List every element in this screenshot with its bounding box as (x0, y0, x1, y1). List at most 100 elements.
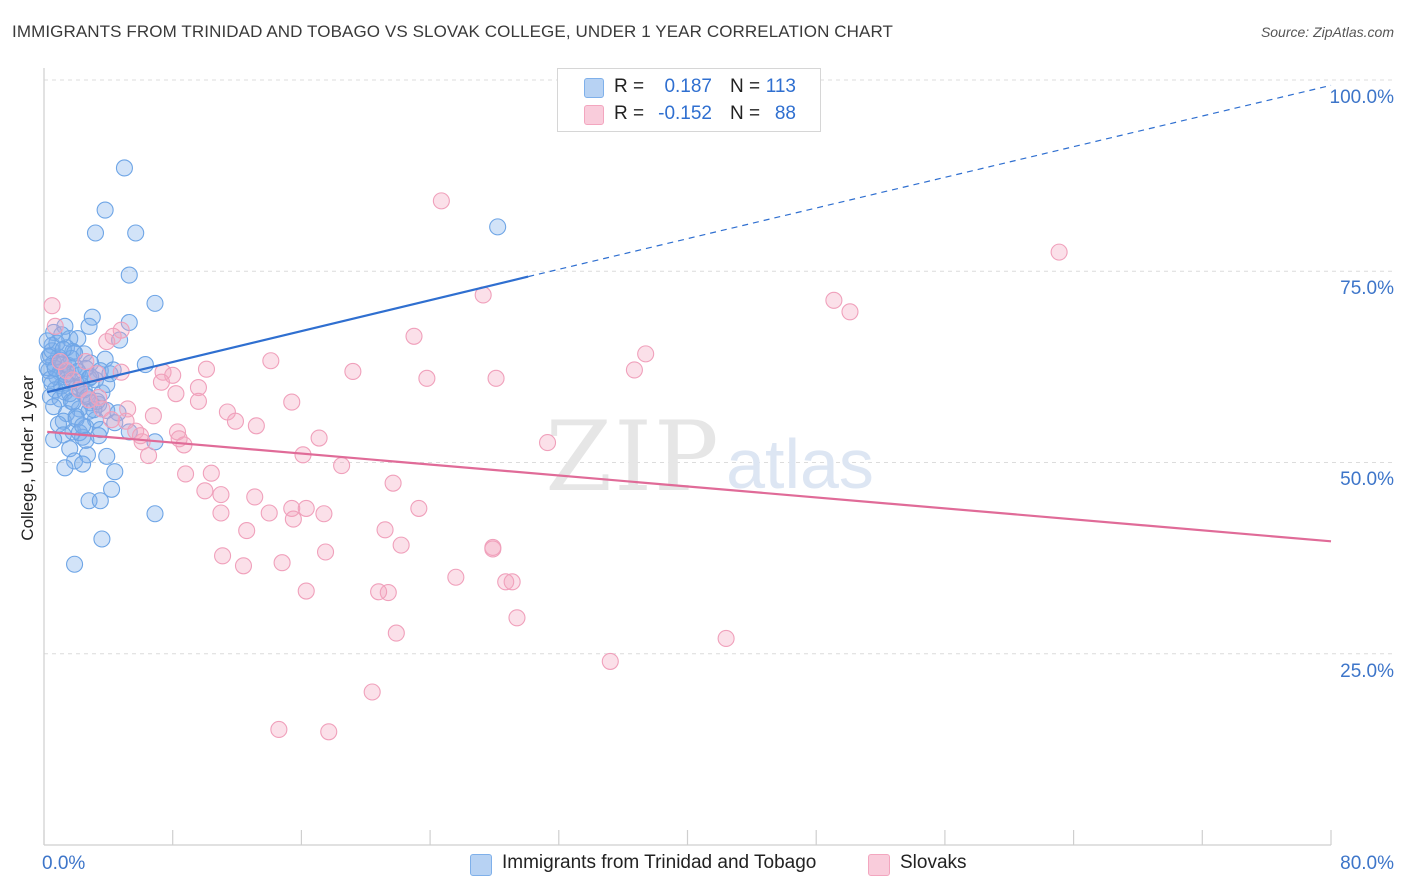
point-slovak (152, 373, 170, 391)
legend-n-value: 113 (765, 76, 796, 97)
legend-swatch-pink (584, 105, 604, 125)
point-slovak (637, 345, 655, 363)
trend-lines (46, 84, 1332, 543)
point-slovak (825, 291, 843, 309)
legend-n-label: N = (730, 103, 761, 124)
point-slovak (283, 499, 301, 517)
legend-row-blue: R = 0.187 N = 113 (558, 74, 820, 100)
y-axis-label: College, Under 1 year (18, 375, 37, 541)
point-slovak (283, 393, 301, 411)
point-slovak (273, 554, 291, 572)
point-slovak (93, 400, 111, 418)
point-slovak (167, 385, 185, 403)
point-trinidad (91, 421, 109, 439)
legend-series-label: Immigrants from Trinidad and Tobago (502, 852, 817, 873)
watermark-zip: ZIP (545, 401, 720, 513)
chart-source: Source: ZipAtlas.com (1260, 24, 1394, 40)
point-slovak (410, 499, 428, 517)
point-trinidad (54, 412, 72, 430)
legend-swatch-blue (470, 854, 492, 876)
point-slovak (310, 429, 328, 447)
point-slovak (418, 369, 436, 387)
point-trinidad (80, 317, 98, 335)
legend-stats: R = 0.187 N = 113 R = -0.152 N = 88 (557, 68, 821, 132)
point-trinidad (86, 224, 105, 242)
point-trinidad (74, 455, 92, 473)
point-slovak (238, 522, 256, 540)
chart-title: IMMIGRANTS FROM TRINIDAD AND TOBAGO VS S… (12, 22, 894, 41)
point-trinidad (146, 294, 164, 312)
point-slovak (262, 352, 280, 370)
point-slovak (43, 297, 61, 315)
point-slovak (405, 327, 423, 345)
x-tick-label-min: 0.0% (42, 853, 86, 874)
point-slovak (57, 362, 76, 380)
point-trinidad (83, 308, 101, 326)
point-slovak (370, 583, 388, 601)
point-trinidad (66, 555, 84, 573)
point-trinidad (53, 326, 71, 344)
point-slovak (344, 362, 362, 381)
y-tick-label-100: 100.0% (1329, 87, 1394, 108)
point-slovak (80, 391, 98, 409)
point-slovak (140, 447, 158, 465)
point-trinidad (41, 370, 59, 388)
x-tick-label-max: 80.0% (1340, 853, 1394, 874)
point-slovak (284, 510, 302, 528)
point-trinidad (106, 463, 124, 481)
point-slovak (315, 505, 333, 523)
legend-swatch-pink (868, 854, 890, 876)
point-slovak (508, 609, 526, 627)
legend-row-pink: R = -0.152 N = 88 (558, 101, 820, 127)
point-slovak (177, 465, 195, 483)
point-slovak (717, 629, 735, 648)
point-slovak (625, 361, 643, 379)
trend-line-trinidad (46, 275, 529, 394)
trend-line-trinidad-extension (528, 84, 1332, 278)
point-slovak (260, 504, 278, 522)
point-trinidad (489, 218, 507, 236)
point-slovak (234, 557, 253, 575)
point-trinidad (98, 447, 116, 465)
point-slovak (538, 434, 557, 452)
point-trinidad (91, 492, 109, 510)
point-trinidad (93, 530, 111, 548)
point-trinidad (38, 332, 56, 350)
point-slovak (1050, 243, 1068, 261)
legend-n-value: 88 (774, 103, 796, 124)
point-slovak (98, 333, 116, 351)
point-slovak (247, 417, 265, 435)
point-slovak (503, 573, 521, 591)
point-slovak (316, 543, 335, 561)
point-trinidad (146, 505, 164, 523)
point-slovak (51, 352, 69, 371)
point-slovak (270, 720, 288, 739)
data-points (38, 159, 1068, 741)
point-slovak (484, 540, 502, 558)
point-slovak (497, 573, 515, 591)
point-slovak (432, 192, 450, 210)
legend-r-value: 0.187 (664, 76, 712, 97)
point-slovak (46, 317, 64, 335)
point-slovak (144, 407, 162, 425)
point-trinidad (120, 266, 138, 284)
point-slovak (196, 482, 214, 500)
point-slovak (119, 400, 137, 418)
point-slovak (487, 369, 505, 387)
y-tick-label-50: 50.0% (1340, 469, 1394, 490)
point-slovak (88, 365, 106, 383)
point-trinidad (64, 423, 82, 441)
legend-swatch-blue (584, 78, 604, 98)
point-trinidad (115, 159, 133, 177)
point-slovak (447, 568, 465, 586)
point-trinidad (96, 201, 114, 219)
point-trinidad (103, 480, 121, 498)
point-slovak (212, 504, 230, 522)
legend-series-label: Slovaks (900, 852, 967, 873)
point-slovak (212, 486, 230, 504)
point-slovak (392, 536, 410, 554)
point-slovak (379, 583, 397, 602)
legend-n-label: N = (730, 76, 761, 97)
point-slovak (297, 499, 315, 517)
point-slovak (387, 624, 405, 642)
